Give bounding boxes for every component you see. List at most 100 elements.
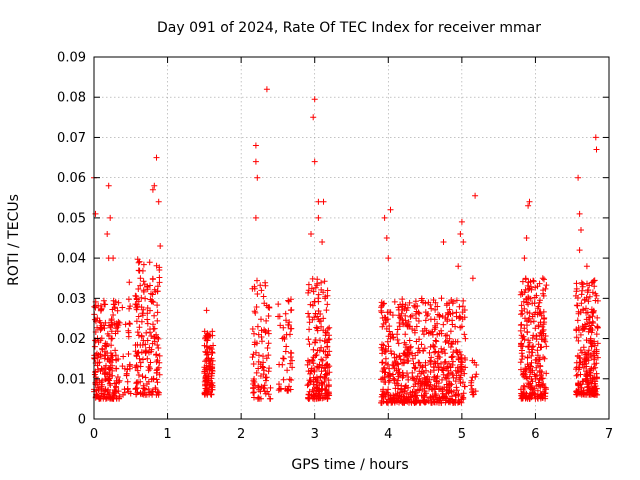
data-point	[276, 381, 282, 388]
data-point	[391, 394, 398, 401]
data-point	[382, 379, 389, 386]
data-point	[146, 259, 153, 266]
data-point	[381, 374, 388, 381]
data-point	[406, 399, 412, 406]
data-point	[399, 360, 406, 367]
y-tick-label: 0.04	[57, 252, 86, 267]
data-point	[396, 353, 403, 360]
data-point	[110, 255, 117, 262]
data-point	[262, 329, 269, 336]
data-point	[578, 389, 585, 396]
data-point	[450, 374, 457, 381]
data-point	[109, 306, 116, 313]
data-point	[317, 394, 324, 401]
data-point	[574, 295, 581, 301]
data-point	[534, 352, 541, 359]
data-point	[444, 300, 450, 307]
data-point	[316, 347, 323, 354]
data-point	[448, 354, 455, 360]
data-point	[589, 279, 596, 286]
data-point	[139, 312, 146, 319]
data-point	[260, 293, 267, 300]
data-point	[541, 355, 548, 362]
data-point	[96, 317, 103, 324]
data-point	[385, 391, 392, 398]
data-point	[401, 356, 407, 363]
data-point	[310, 346, 317, 353]
data-point	[518, 332, 525, 339]
data-point	[457, 380, 464, 387]
data-point	[461, 383, 468, 390]
data-point	[209, 370, 216, 377]
data-point	[106, 332, 112, 339]
data-point	[110, 312, 117, 318]
data-point	[579, 349, 585, 356]
data-point	[151, 182, 158, 189]
data-point	[532, 325, 539, 332]
y-tick-labels: 0 0.01 0.02 0.03 0.04 0.05 0.06 0.07 0.08 0.09	[57, 51, 86, 428]
data-point	[540, 308, 547, 315]
data-point	[588, 343, 595, 350]
data-point	[592, 297, 599, 304]
data-point	[540, 292, 547, 299]
data-point	[105, 386, 112, 393]
data-point	[313, 352, 320, 358]
data-point	[276, 385, 283, 392]
data-point	[282, 310, 289, 317]
data-point	[453, 297, 460, 304]
data-point	[530, 277, 537, 284]
data-point	[261, 367, 267, 374]
data-point	[132, 348, 139, 355]
data-point	[304, 382, 311, 389]
data-point	[581, 349, 588, 356]
data-point	[313, 384, 320, 391]
data-point	[209, 328, 216, 335]
data-point	[397, 389, 404, 396]
data-point	[281, 336, 288, 342]
data-point	[142, 374, 149, 381]
data-point	[573, 285, 580, 292]
data-point	[535, 379, 542, 386]
data-point	[538, 312, 545, 319]
data-point	[151, 335, 158, 342]
data-point	[155, 391, 162, 398]
data-point	[107, 214, 114, 221]
y-axis-label: ROTI / TECUs	[6, 194, 22, 286]
data-point	[250, 381, 257, 387]
data-point	[255, 331, 262, 338]
x-tick-label: 5	[458, 427, 466, 442]
data-point	[255, 386, 262, 393]
data-point	[452, 392, 459, 399]
data-point	[535, 341, 542, 348]
data-point	[112, 347, 119, 354]
data-point	[133, 391, 140, 398]
data-point	[305, 281, 312, 288]
data-point	[312, 310, 319, 317]
data-point	[394, 336, 401, 343]
data-point	[386, 372, 393, 379]
data-point	[306, 314, 313, 320]
data-point	[449, 317, 456, 324]
data-point	[532, 309, 539, 316]
data-point	[594, 314, 601, 321]
data-point	[455, 263, 462, 270]
data-point	[450, 389, 457, 396]
data-point	[318, 279, 325, 286]
data-point	[317, 374, 324, 381]
data-point	[106, 380, 113, 387]
data-point	[525, 301, 532, 308]
data-point	[201, 391, 208, 398]
data-point	[433, 383, 440, 390]
data-point	[453, 384, 460, 391]
data-point	[593, 370, 600, 377]
data-point	[320, 198, 327, 205]
data-point	[325, 336, 332, 343]
data-point	[525, 279, 532, 286]
data-point	[148, 298, 155, 305]
data-point	[149, 388, 156, 395]
data-point	[249, 326, 256, 332]
data-point	[324, 364, 331, 371]
data-point	[526, 198, 533, 205]
data-point	[135, 286, 142, 292]
data-point	[151, 286, 158, 293]
